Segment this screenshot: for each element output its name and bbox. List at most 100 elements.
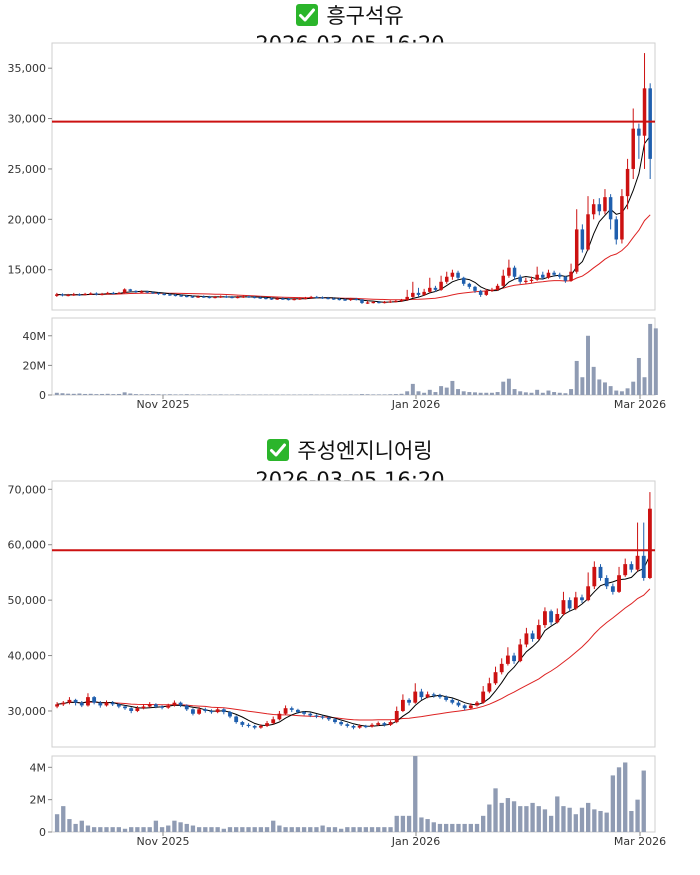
volume-bar [203, 827, 208, 832]
candle [450, 698, 455, 705]
volume-bar [536, 806, 541, 832]
volume-bar [468, 823, 473, 832]
candle [320, 715, 325, 720]
volume-bar [153, 820, 159, 832]
candlestick-chart-1: 15,000 20,000 25,000 30,000 35,000 0 20M 40M Nov… [8, 42, 666, 411]
candle-body [281, 298, 285, 300]
candle-body [151, 292, 155, 294]
candle-body [407, 699, 411, 703]
volume-bar [419, 817, 424, 832]
candle-body [394, 300, 398, 303]
candle [309, 295, 313, 299]
candle-body [450, 699, 455, 703]
candle-body [561, 600, 566, 614]
candle-body [230, 296, 234, 299]
volume-bar [524, 806, 529, 832]
candle [625, 158, 630, 210]
candle [191, 708, 195, 716]
candle-body [425, 694, 430, 698]
candle-body [178, 702, 183, 706]
volume-bar [166, 825, 171, 832]
candle-body [629, 564, 634, 570]
candle-body [535, 274, 539, 280]
volume-bar [110, 827, 115, 832]
volume-bar [301, 827, 307, 832]
candle-body [394, 710, 399, 723]
candle [598, 564, 603, 581]
volume-bar [456, 823, 461, 832]
candle-body [241, 296, 246, 298]
price-tick-label: 35,000 [8, 62, 47, 75]
volume-bar [135, 827, 140, 832]
candle [444, 695, 449, 702]
volume-bar [399, 393, 404, 395]
volume-bar [540, 392, 545, 395]
candle-body [277, 713, 282, 720]
volume-bar [608, 386, 613, 395]
candle-body [365, 302, 370, 304]
candle-body [156, 292, 161, 295]
candle-body [173, 294, 178, 297]
candle-body [543, 611, 547, 626]
candle [122, 288, 127, 294]
volume-bar [156, 394, 161, 395]
candle [55, 702, 60, 709]
volume-bar [240, 827, 245, 832]
candle-body [604, 577, 609, 587]
candle [100, 292, 104, 296]
candle-body [439, 281, 443, 290]
volume-bar [413, 756, 418, 832]
volume-bar [209, 827, 214, 832]
candle [345, 723, 350, 728]
candle-body [648, 88, 652, 159]
candle-body [411, 292, 415, 297]
volume-bar [147, 827, 152, 832]
volume-bar [529, 392, 534, 395]
volume-bar [94, 394, 99, 395]
candle [512, 265, 517, 280]
candle-body [351, 725, 356, 728]
candle-body [608, 197, 613, 220]
candle [407, 698, 411, 706]
volume-bar [190, 394, 195, 395]
volume-bar [77, 393, 82, 395]
candle [552, 270, 556, 277]
candle [111, 291, 116, 295]
volume-bar [235, 394, 240, 395]
candle-body [203, 709, 208, 711]
candle [61, 701, 66, 706]
candle-body [246, 724, 251, 727]
candle-body [145, 291, 149, 293]
volume-bar [332, 827, 338, 832]
candle-body [343, 299, 347, 301]
volume-tick-label: 20M [23, 359, 47, 372]
volume-bar [598, 810, 603, 832]
candle-body [428, 287, 432, 292]
candle-body [197, 709, 202, 714]
volume-bar [443, 823, 449, 832]
candle [623, 558, 628, 577]
price-tick-label: 50,000 [8, 594, 47, 607]
candle [209, 709, 214, 714]
candle-body [172, 702, 177, 706]
volume-bar [530, 802, 535, 832]
candle-body [552, 272, 556, 275]
volume-bar [546, 390, 551, 395]
volume-bar [636, 357, 641, 395]
volume-bar [145, 394, 150, 395]
candle [98, 701, 103, 708]
volume-bar [66, 393, 71, 395]
volume-bar [345, 827, 350, 832]
candle-body [478, 290, 483, 295]
candle-body [586, 214, 590, 250]
candle-body [345, 724, 350, 726]
price-tick-label: 30,000 [8, 705, 47, 718]
candle [116, 703, 121, 709]
candle [117, 291, 121, 295]
volume-bar [625, 388, 630, 395]
candle-body [128, 289, 133, 291]
candle [580, 224, 585, 253]
candle [549, 609, 554, 626]
volume-bar [221, 828, 226, 832]
candle [178, 701, 183, 708]
